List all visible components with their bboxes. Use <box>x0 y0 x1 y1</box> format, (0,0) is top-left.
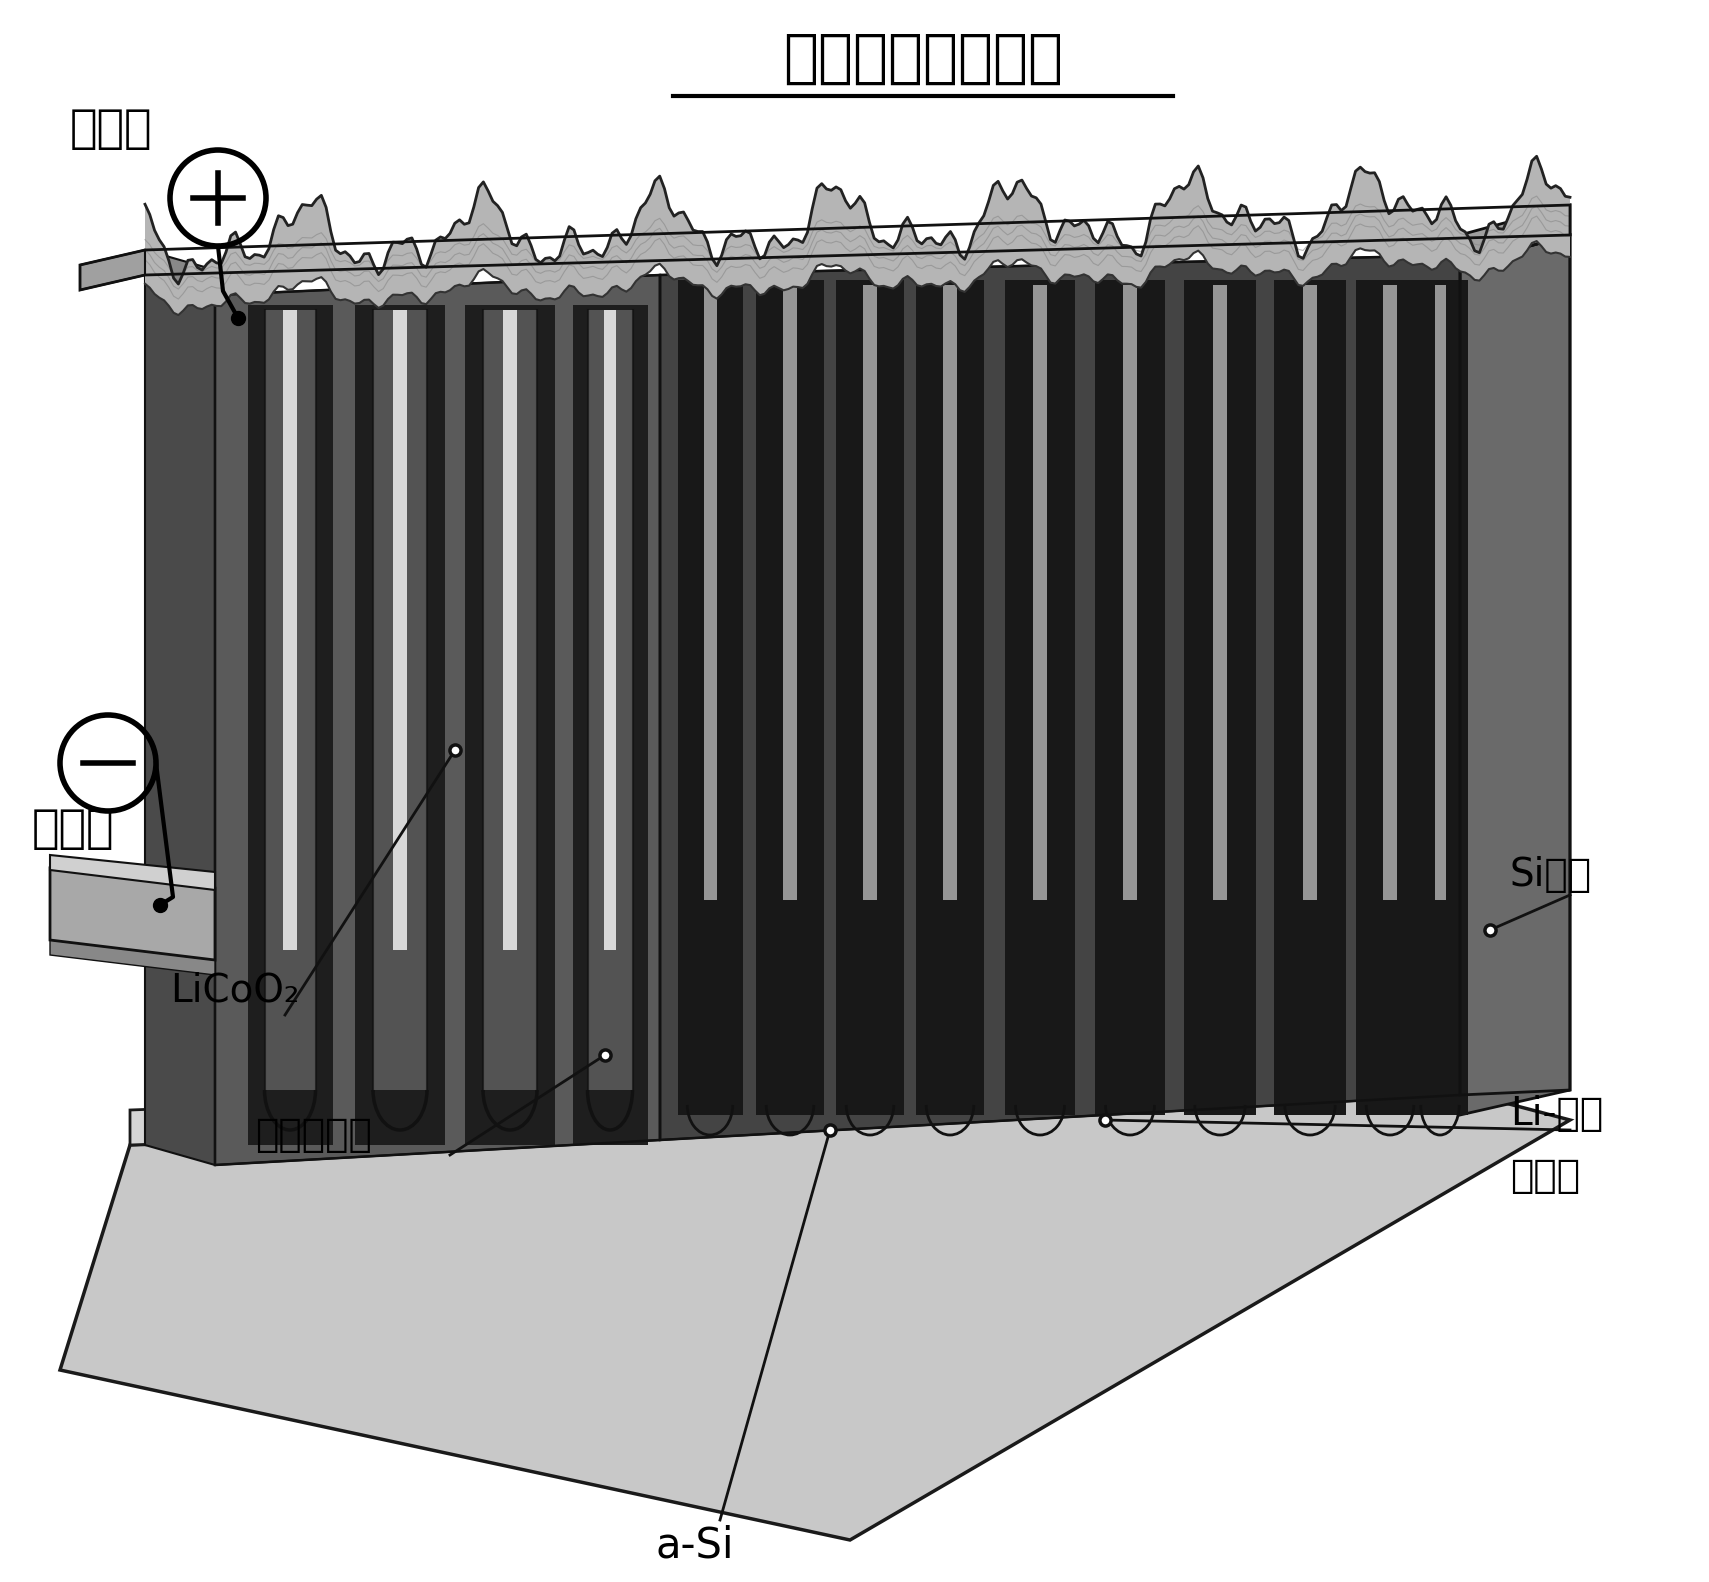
Bar <box>1273 280 1347 1115</box>
Bar <box>248 305 333 1145</box>
Bar <box>1302 285 1318 900</box>
Bar <box>502 310 518 951</box>
Bar <box>284 310 297 951</box>
Bar <box>1184 280 1256 1115</box>
Text: 集电器: 集电器 <box>32 807 115 853</box>
Bar <box>1383 285 1396 900</box>
Bar <box>1434 285 1446 900</box>
Text: Li-扩散
阻挡层: Li-扩散 阻挡层 <box>1511 1095 1603 1194</box>
Text: a-Si: a-Si <box>656 1523 735 1566</box>
Bar <box>588 310 632 1090</box>
Text: Si基底: Si基底 <box>1511 856 1593 894</box>
Bar <box>943 285 957 900</box>
Bar <box>393 310 407 951</box>
Bar <box>603 310 615 951</box>
Polygon shape <box>50 854 215 891</box>
Bar <box>1005 280 1075 1115</box>
Bar <box>265 310 316 1090</box>
Text: 集成式全固态电池: 集成式全固态电池 <box>783 30 1063 87</box>
Polygon shape <box>50 869 215 960</box>
Polygon shape <box>130 1060 1571 1145</box>
Polygon shape <box>60 1095 1571 1539</box>
Polygon shape <box>660 255 1459 1141</box>
Polygon shape <box>145 275 215 1164</box>
Text: 固体电解质: 固体电解质 <box>255 1115 373 1153</box>
Bar <box>755 280 824 1115</box>
Bar <box>836 280 904 1115</box>
Bar <box>1413 280 1468 1115</box>
Bar <box>677 280 742 1115</box>
Bar <box>1355 280 1424 1115</box>
Bar <box>1095 280 1166 1115</box>
Polygon shape <box>1459 236 1571 1115</box>
Bar <box>1032 285 1048 900</box>
Bar <box>355 305 444 1145</box>
Bar <box>704 285 716 900</box>
Polygon shape <box>80 250 145 290</box>
Bar <box>484 310 537 1090</box>
Bar <box>916 280 984 1115</box>
Bar <box>573 305 648 1145</box>
Polygon shape <box>1459 206 1571 266</box>
Polygon shape <box>215 275 660 1164</box>
Bar <box>373 310 427 1090</box>
Bar <box>863 285 877 900</box>
Polygon shape <box>145 157 1571 315</box>
Text: LiCoO₂: LiCoO₂ <box>169 971 299 1009</box>
Polygon shape <box>145 250 215 294</box>
Polygon shape <box>50 940 215 975</box>
Bar <box>783 285 796 900</box>
Bar <box>465 305 555 1145</box>
Bar <box>1123 285 1136 900</box>
Bar <box>1213 285 1227 900</box>
Text: 集电器: 集电器 <box>70 108 152 152</box>
